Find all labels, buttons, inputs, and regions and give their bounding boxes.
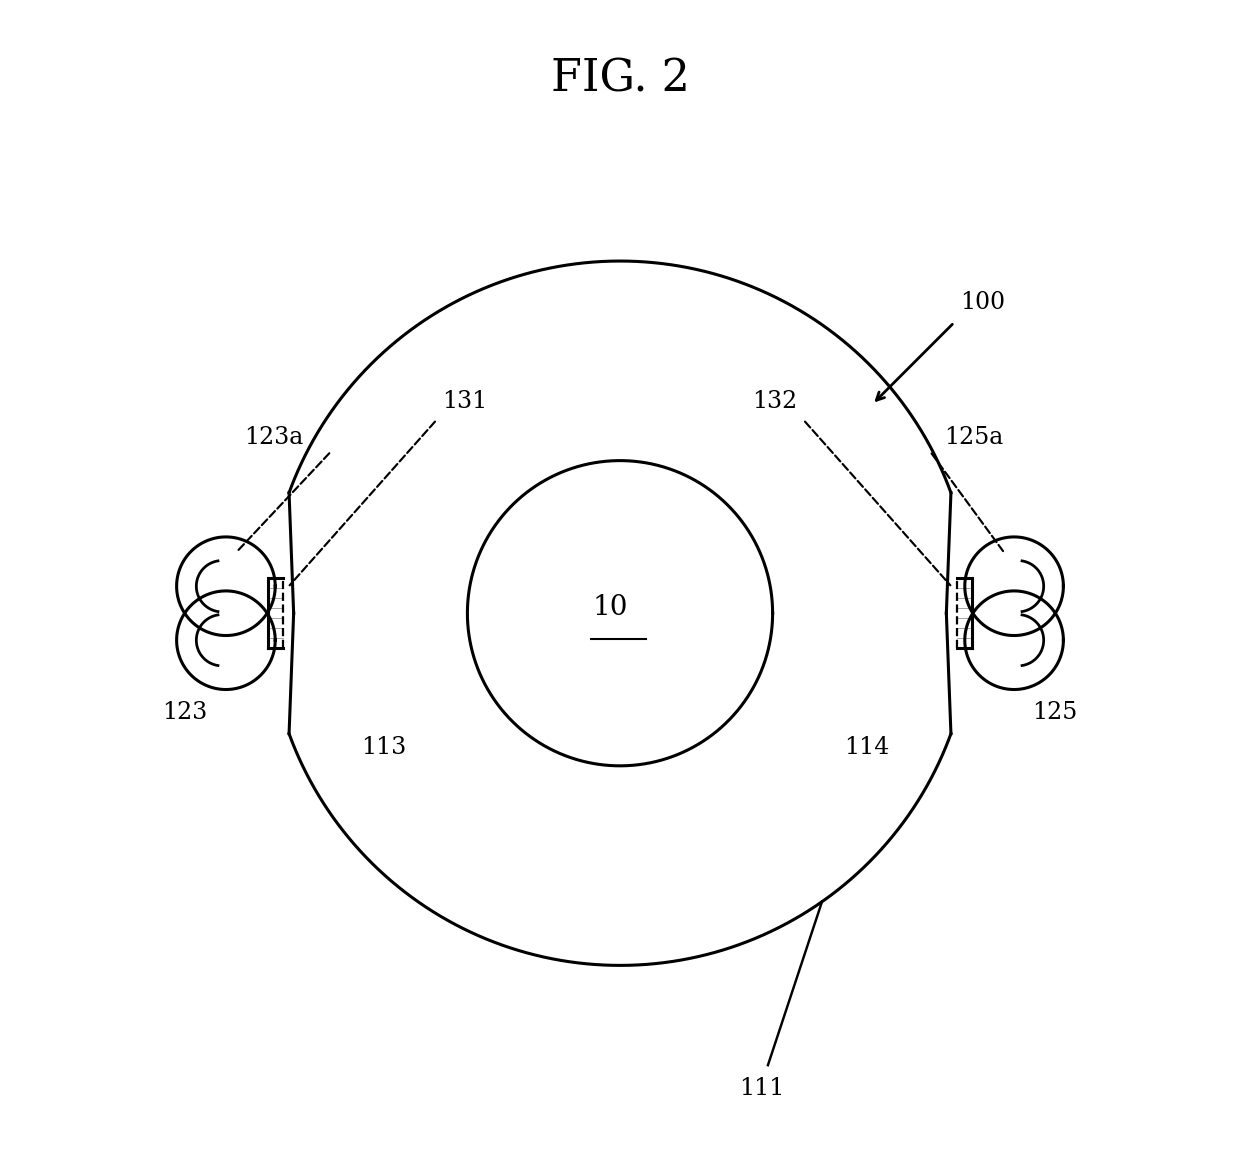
Text: 131: 131 (443, 391, 487, 414)
Text: 125: 125 (1033, 702, 1078, 725)
Text: 111: 111 (739, 1077, 785, 1099)
Text: 132: 132 (753, 391, 797, 414)
Text: 100: 100 (960, 291, 1006, 314)
Text: 113: 113 (361, 735, 407, 758)
Text: 114: 114 (844, 735, 889, 758)
Text: 123a: 123a (244, 425, 303, 449)
Text: 125a: 125a (944, 425, 1003, 449)
Text: FIG. 2: FIG. 2 (551, 58, 689, 101)
Text: 123: 123 (162, 702, 207, 725)
Text: 10: 10 (593, 594, 629, 621)
